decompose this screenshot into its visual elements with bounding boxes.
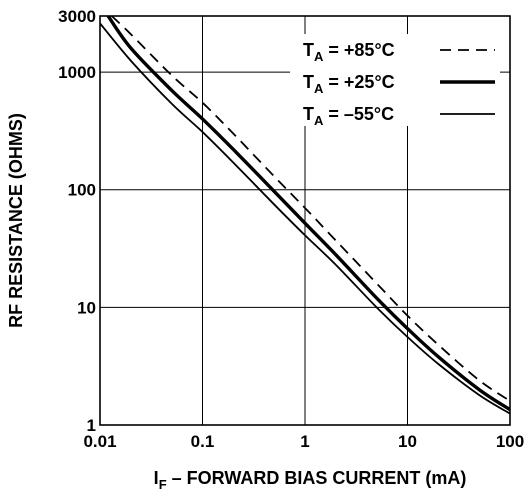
x-tick-label: 0.01 — [83, 432, 116, 451]
legend-label-main: T — [303, 104, 314, 124]
x-axis-label-rest: – FORWARD BIAS CURRENT (mA) — [167, 468, 467, 488]
series-line-dashed — [111, 16, 510, 402]
y-tick-label: 1 — [87, 416, 96, 435]
series-line-thin — [100, 22, 510, 415]
y-tick-label: 100 — [68, 181, 96, 200]
y-tick-label: 1000 — [58, 63, 96, 82]
y-axis-label: RF RESISTANCE (OHMS) — [6, 113, 26, 328]
x-tick-label: 0.1 — [191, 432, 215, 451]
y-tick-label: 3000 — [58, 7, 96, 26]
x-axis-label: IF – FORWARD BIAS CURRENT (mA) — [154, 468, 467, 492]
x-tick-label: 10 — [398, 432, 417, 451]
legend-entry-label: TA = –55°C — [303, 104, 394, 128]
x-tick-label: 100 — [496, 432, 524, 451]
x-tick-label: 1 — [300, 432, 309, 451]
y-tick-label: 10 — [77, 298, 96, 317]
legend-label-sub: A — [314, 49, 324, 64]
plot-frame — [99, 15, 511, 426]
series-line-thick — [106, 16, 510, 412]
legend-label-sub: A — [314, 81, 324, 96]
x-axis-label-sub: F — [159, 477, 167, 492]
x-tick-labels: 0.01 0.1 1 10 100 — [83, 432, 524, 451]
legend-entry-label: TA = +85°C — [303, 40, 395, 64]
legend-entry-label: TA = +25°C — [303, 72, 395, 96]
legend-label-rest: = –55°C — [323, 104, 394, 124]
x-axis-label-main: I — [154, 468, 159, 488]
legend-label-main: T — [303, 72, 314, 92]
legend-label-sub: A — [314, 113, 324, 128]
legend-label-rest: = +25°C — [323, 72, 394, 92]
legend-label-main: T — [303, 40, 314, 60]
legend-label-rest: = +85°C — [323, 40, 394, 60]
legend: TA = +85°CTA = +25°CTA = –55°C — [290, 34, 500, 128]
series-layer — [100, 16, 510, 415]
y-tick-labels: 1 10 100 1000 3000 — [58, 7, 96, 435]
